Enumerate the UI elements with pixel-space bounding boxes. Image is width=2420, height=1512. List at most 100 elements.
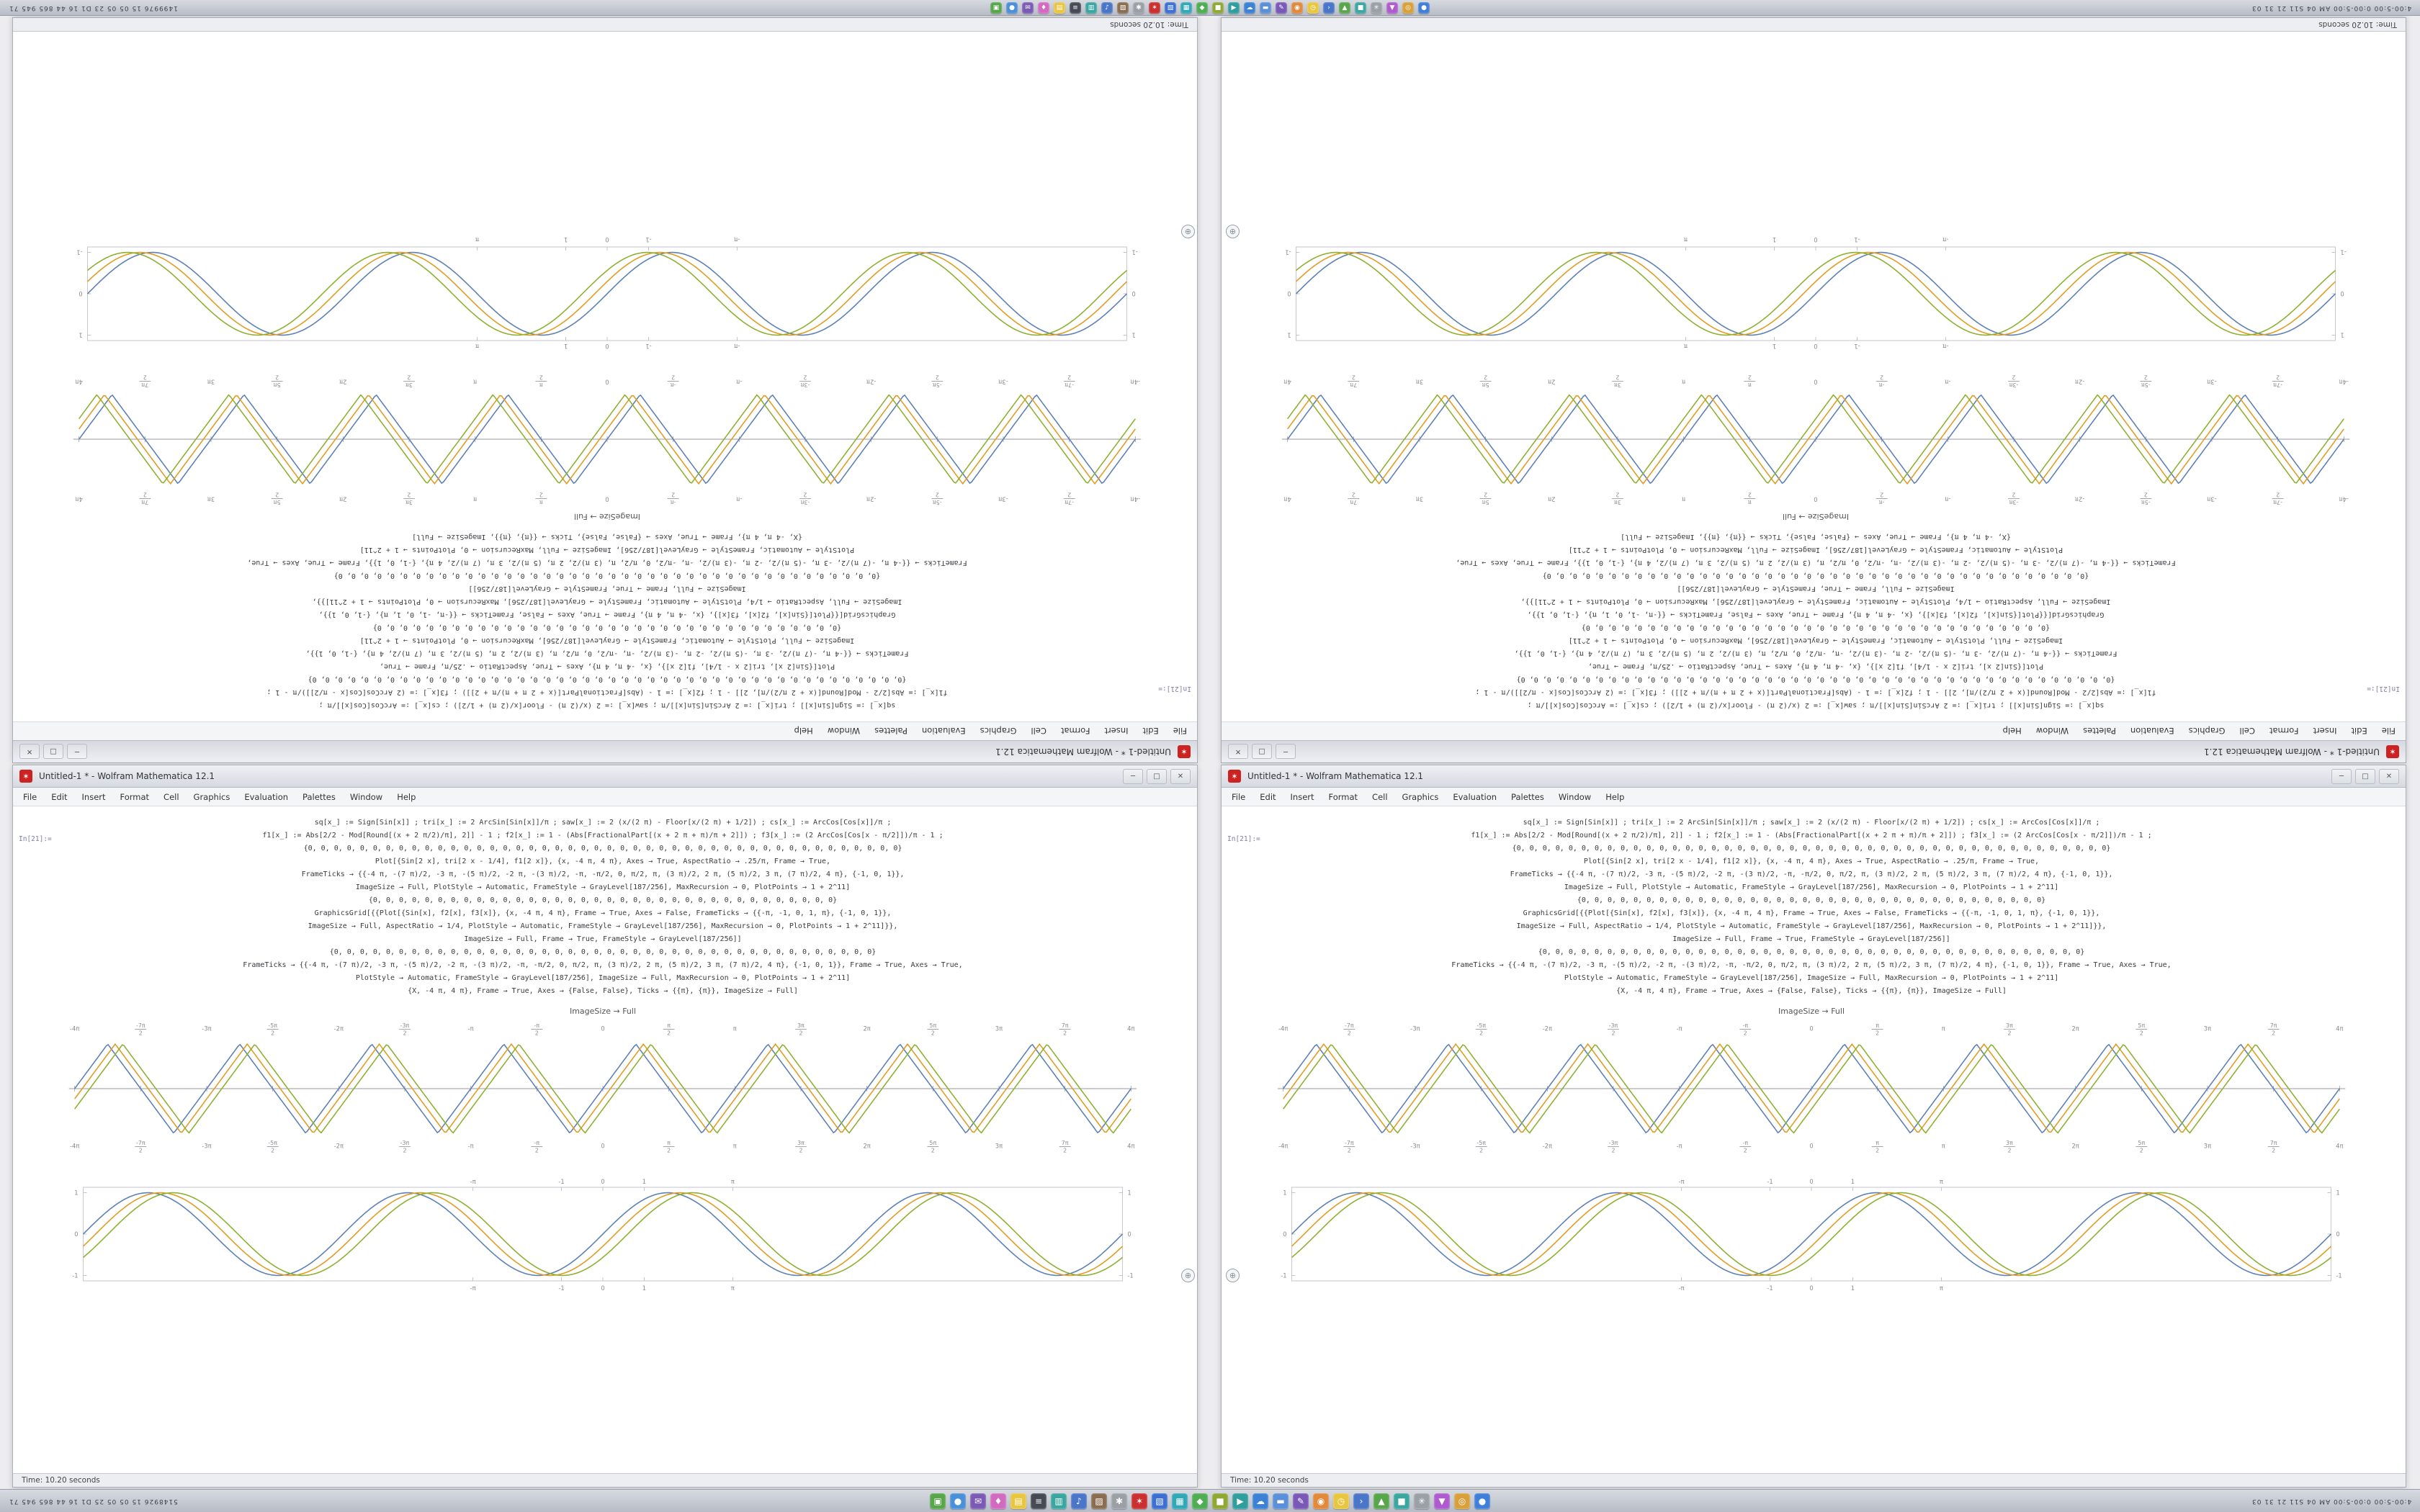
menu-item-graphics[interactable]: Graphics [2188, 726, 2226, 737]
office-icon[interactable]: ■ [1355, 1, 1366, 14]
menu-item-edit[interactable]: Edit [1142, 726, 1159, 737]
notebook-area[interactable]: In[21]:= sq[x_] := Sign[Sin[x]] ; tri[x_… [13, 32, 1197, 721]
system-icon[interactable]: ✳ [1414, 1493, 1430, 1509]
notes-icon[interactable]: ▤ [1054, 1, 1065, 14]
menu-item-window[interactable]: Window [349, 791, 383, 802]
menu-item-window[interactable]: Window [2035, 726, 2069, 737]
menu-item-help[interactable]: Help [794, 726, 813, 737]
editor-icon[interactable]: ▧ [1152, 1493, 1168, 1509]
menu-item-help[interactable]: Help [1605, 791, 1625, 802]
menu-item-format[interactable]: Format [1060, 726, 1090, 737]
menu-item-cell[interactable]: Cell [163, 791, 179, 802]
chat-icon[interactable]: ♦ [1038, 1, 1049, 14]
code-cell[interactable]: sq[x_] := Sign[Sin[x]] ; tri[x_] := 2 Ar… [59, 530, 1155, 711]
calendar-icon[interactable]: ▦ [1180, 1, 1192, 14]
menu-item-edit[interactable]: Edit [2351, 726, 2367, 737]
menu-item-cell[interactable]: Cell [1031, 726, 1047, 737]
menu-item-file[interactable]: File [1173, 726, 1187, 737]
maximize-button[interactable]: □ [1252, 744, 1272, 760]
maximize-button[interactable]: □ [43, 744, 63, 760]
window-titlebar[interactable]: ✶ Untitled-1 * - Wolfram Mathematica 12.… [1222, 740, 2406, 762]
menu-item-palettes[interactable]: Palettes [874, 726, 908, 737]
window-titlebar[interactable]: ✶ Untitled-1 * - Wolfram Mathematica 12.… [1222, 765, 2406, 788]
menu-item-graphics[interactable]: Graphics [980, 726, 1017, 737]
video-icon[interactable]: ▶ [1232, 1493, 1248, 1509]
paint-icon[interactable]: ✎ [1276, 1, 1287, 14]
menu-item-window[interactable]: Window [827, 726, 861, 737]
paint-icon[interactable]: ✎ [1293, 1493, 1309, 1509]
close-button[interactable]: ✕ [1228, 744, 1248, 760]
launcher-icon[interactable]: ▣ [930, 1493, 946, 1509]
files-icon[interactable]: ▥ [1085, 1, 1097, 14]
clock-icon[interactable]: ◷ [1333, 1493, 1349, 1509]
music-icon[interactable]: ♪ [1071, 1493, 1087, 1509]
insert-cell-button[interactable]: ⊕ [1181, 1269, 1195, 1282]
network-icon[interactable]: ● [1474, 1493, 1490, 1509]
camera-icon[interactable]: ◎ [1454, 1493, 1470, 1509]
video-icon[interactable]: ▶ [1228, 1, 1240, 14]
minimize-button[interactable]: ─ [1123, 768, 1143, 784]
window-titlebar[interactable]: ✶ Untitled-1 * - Wolfram Mathematica 12.… [13, 740, 1197, 762]
maps-icon[interactable]: ◉ [1313, 1493, 1329, 1509]
menu-item-edit[interactable]: Edit [51, 791, 68, 802]
menu-item-help[interactable]: Help [2002, 726, 2022, 737]
menu-item-insert[interactable]: Insert [2313, 726, 2337, 737]
launcher-icon[interactable]: ▣ [990, 1, 1002, 14]
menu-item-help[interactable]: Help [397, 791, 416, 802]
mail-icon[interactable]: ✉ [970, 1493, 986, 1509]
notebook-area[interactable]: In[21]:= sq[x_] := Sign[Sin[x]] ; tri[x_… [13, 806, 1197, 1473]
store-icon[interactable]: ◆ [1196, 1, 1208, 14]
archive-icon[interactable]: ■ [1212, 1, 1224, 14]
menu-item-graphics[interactable]: Graphics [1402, 791, 1439, 802]
docs-icon[interactable]: ▬ [1260, 1, 1271, 14]
menu-item-file[interactable]: File [1232, 791, 1246, 802]
maximize-button[interactable]: □ [2355, 768, 2375, 784]
notes-icon[interactable]: ▤ [1010, 1493, 1026, 1509]
menu-item-palettes[interactable]: Palettes [302, 791, 336, 802]
mail-icon[interactable]: ✉ [1022, 1, 1034, 14]
menu-item-evaluation[interactable]: Evaluation [244, 791, 289, 802]
maximize-button[interactable]: □ [1147, 768, 1167, 784]
calendar-icon[interactable]: ▦ [1172, 1493, 1188, 1509]
editor-icon[interactable]: ▧ [1165, 1, 1176, 14]
cloud-icon[interactable]: ☁ [1244, 1, 1255, 14]
menu-item-file[interactable]: File [23, 791, 37, 802]
window-titlebar[interactable]: ✶ Untitled-1 * - Wolfram Mathematica 12.… [13, 765, 1197, 788]
menu-item-format[interactable]: Format [120, 791, 150, 802]
menu-item-cell[interactable]: Cell [2239, 726, 2255, 737]
menu-item-insert[interactable]: Insert [1104, 726, 1129, 737]
settings-icon[interactable]: ✱ [1111, 1493, 1127, 1509]
menu-item-insert[interactable]: Insert [1290, 791, 1314, 802]
menu-item-edit[interactable]: Edit [1260, 791, 1276, 802]
menu-item-format[interactable]: Format [2269, 726, 2299, 737]
insert-cell-button[interactable]: ⊕ [1181, 225, 1195, 238]
chat-icon[interactable]: ♦ [990, 1493, 1006, 1509]
code-cell[interactable]: sq[x_] := Sign[Sin[x]] ; tri[x_] := 2 Ar… [55, 816, 1151, 998]
close-button[interactable]: ✕ [19, 744, 40, 760]
download-icon[interactable]: ▼ [1434, 1493, 1450, 1509]
mathematica-icon[interactable]: ✶ [1149, 1, 1160, 14]
menu-item-evaluation[interactable]: Evaluation [2130, 726, 2174, 737]
camera-icon[interactable]: ◎ [1402, 1, 1414, 14]
menu-item-file[interactable]: File [2381, 726, 2396, 737]
office-icon[interactable]: ■ [1394, 1493, 1410, 1509]
minimize-button[interactable]: ─ [1276, 744, 1296, 760]
browser-icon[interactable]: ● [950, 1493, 966, 1509]
clock-icon[interactable]: ◷ [1307, 1, 1319, 14]
settings-icon[interactable]: ✱ [1133, 1, 1144, 14]
menu-item-graphics[interactable]: Graphics [193, 791, 230, 802]
menu-item-palettes[interactable]: Palettes [1511, 791, 1544, 802]
music-icon[interactable]: ♪ [1101, 1, 1113, 14]
maps-icon[interactable]: ◉ [1291, 1, 1303, 14]
minimize-button[interactable]: ─ [2331, 768, 2352, 784]
docs-icon[interactable]: ▬ [1273, 1493, 1289, 1509]
games-icon[interactable]: ▲ [1339, 1, 1350, 14]
notebook-area[interactable]: In[21]:= sq[x_] := Sign[Sin[x]] ; tri[x_… [1222, 32, 2406, 721]
games-icon[interactable]: ▲ [1373, 1493, 1389, 1509]
menu-item-window[interactable]: Window [1558, 791, 1592, 802]
minimize-button[interactable]: ─ [67, 744, 87, 760]
notebook-area[interactable]: In[21]:= sq[x_] := Sign[Sin[x]] ; tri[x_… [1222, 806, 2406, 1473]
close-button[interactable]: ✕ [2379, 768, 2399, 784]
menu-item-evaluation[interactable]: Evaluation [1453, 791, 1497, 802]
insert-cell-button[interactable]: ⊕ [1226, 1269, 1240, 1282]
